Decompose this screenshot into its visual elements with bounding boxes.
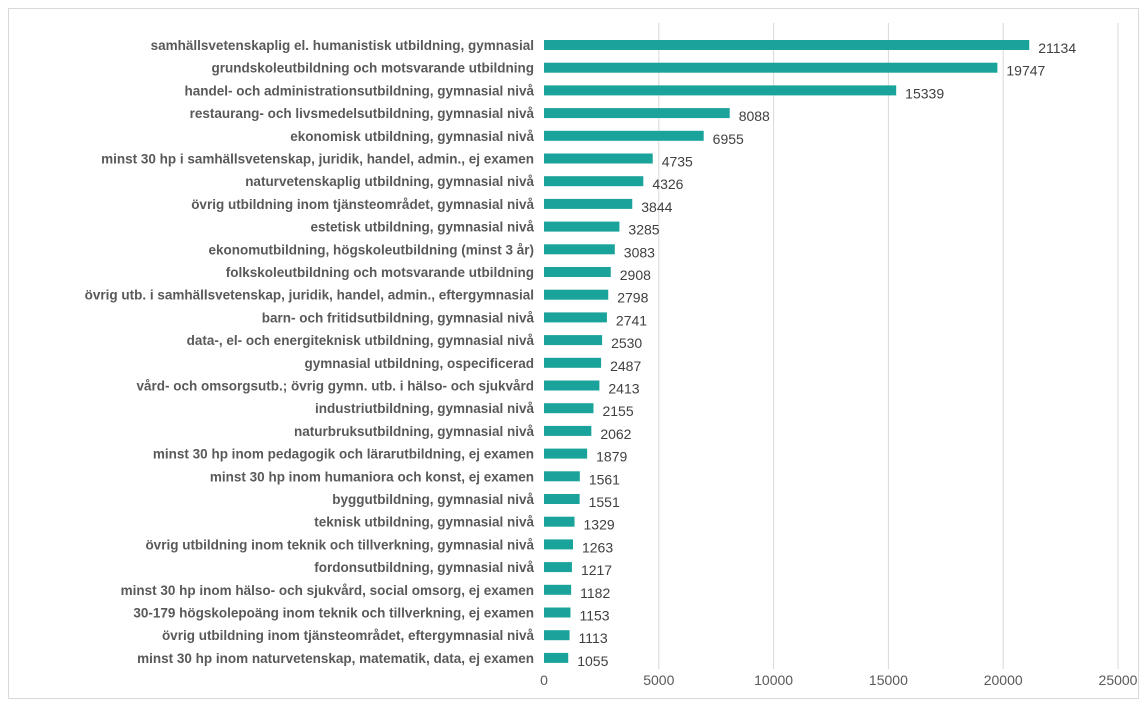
data-label: 8088 <box>739 108 770 124</box>
x-tick-label: 15000 <box>869 672 908 688</box>
category-label: byggutbildning, gymnasial nivå <box>332 492 534 507</box>
data-label: 2741 <box>616 312 647 328</box>
category-label: minst 30 hp inom hälso- och sjukvård, so… <box>121 583 534 598</box>
category-label: teknisk utbildning, gymnasial nivå <box>314 515 534 530</box>
bar <box>544 312 607 323</box>
category-label: data-, el- och energiteknisk utbildning,… <box>187 333 535 348</box>
gridlines <box>658 23 1119 669</box>
bar <box>544 425 592 436</box>
bar <box>544 176 644 187</box>
bar <box>544 448 588 459</box>
category-label: samhällsvetenskaplig el. humanistisk utb… <box>151 38 534 53</box>
data-label: 21134 <box>1038 40 1076 56</box>
x-tick-label: 25000 <box>1099 672 1138 688</box>
x-tick-label: 20000 <box>984 672 1023 688</box>
bar <box>544 244 615 255</box>
category-label: gymnasial utbildning, ospecificerad <box>304 356 534 371</box>
data-label: 3844 <box>641 199 672 215</box>
x-tick-label: 0 <box>540 672 548 688</box>
bar-chart: samhällsvetenskaplig el. humanistisk utb… <box>85 23 1138 688</box>
category-label: vård- och omsorgsutb.; övrig gymn. utb. … <box>136 379 534 394</box>
category-label: handel- och administrationsutbildning, g… <box>184 83 534 98</box>
data-label: 19747 <box>1006 63 1045 79</box>
category-labels: samhällsvetenskaplig el. humanistisk utb… <box>85 38 535 666</box>
bar <box>544 40 1030 50</box>
category-label: övrig utbildning inom tjänsteområdet, ef… <box>162 628 535 643</box>
data-label: 3083 <box>624 244 655 260</box>
bar <box>544 471 580 482</box>
category-label: folkskoleutbildning och motsvarande utbi… <box>226 265 534 280</box>
data-label: 1113 <box>579 630 608 646</box>
data-label: 1217 <box>581 562 612 578</box>
data-label: 4735 <box>662 154 693 170</box>
data-label: 4326 <box>652 176 683 192</box>
bar <box>544 62 998 73</box>
x-tick-label: 5000 <box>643 672 674 688</box>
bar <box>544 130 704 141</box>
bar <box>544 335 603 346</box>
bar <box>544 357 602 368</box>
data-label: 6955 <box>713 131 744 147</box>
data-label: 1263 <box>582 539 613 555</box>
bar <box>544 584 572 595</box>
data-label: 2798 <box>617 290 648 306</box>
value-labels: 21134 19747 15339 8088 6955 4735 4326 3844 3285 3… <box>577 40 1076 669</box>
category-label: övrig utb. i samhällsvetenskap, juridik,… <box>85 288 534 303</box>
category-label: naturbruksutbildning, gymnasial nivå <box>294 424 535 439</box>
category-label: naturvetenskaplig utbildning, gymnasial … <box>245 174 534 189</box>
data-label: 1055 <box>577 653 608 669</box>
category-label: ekonomutbildning, högskoleutbildning (mi… <box>209 242 535 257</box>
x-tick-label: 10000 <box>754 672 793 688</box>
category-label: 30-179 högskolepoäng inom teknik och til… <box>133 606 534 621</box>
bar <box>544 221 620 232</box>
category-label: minst 30 hp inom naturvetenskap, matemat… <box>137 651 534 666</box>
data-label: 2487 <box>610 358 641 374</box>
data-label: 15339 <box>905 85 944 101</box>
bar <box>544 289 609 300</box>
category-label: minst 30 hp i samhällsvetenskap, juridik… <box>101 152 534 167</box>
bar <box>544 562 572 573</box>
bar <box>544 652 569 663</box>
data-label: 3285 <box>628 222 659 238</box>
category-label: övrig utbildning inom teknik och tillver… <box>145 537 534 552</box>
category-label: grundskoleutbildning och motsvarande utb… <box>212 61 535 76</box>
category-label: övrig utbildning inom tjänsteområdet, gy… <box>191 197 534 212</box>
x-axis-ticks: 0 5000 10000 15000 20000 25000 <box>540 672 1138 688</box>
data-label: 1551 <box>589 494 620 510</box>
category-label: minst 30 hp inom humaniora och konst, ej… <box>210 469 534 484</box>
category-label: industriutbildning, gymnasial nivå <box>315 401 535 416</box>
data-label: 1879 <box>596 449 627 465</box>
data-label: 1182 <box>580 585 610 601</box>
bar <box>544 494 580 504</box>
data-label: 2530 <box>611 335 642 351</box>
category-label: minst 30 hp inom pedagogik och lärarutbi… <box>153 447 534 462</box>
bar <box>544 516 575 527</box>
bar <box>544 630 570 641</box>
bar <box>544 267 611 277</box>
chart-frame: samhällsvetenskaplig el. humanistisk utb… <box>8 8 1139 699</box>
bar <box>544 153 653 164</box>
bar <box>544 403 594 414</box>
data-label: 2413 <box>608 381 639 397</box>
bar <box>544 607 571 618</box>
data-label: 1329 <box>584 517 615 533</box>
data-label: 1561 <box>589 471 620 487</box>
data-label: 2062 <box>600 426 631 442</box>
category-label: estetisk utbildning, gymnasial nivå <box>310 220 534 235</box>
bars <box>544 40 1030 663</box>
bar <box>544 85 897 96</box>
category-label: ekonomisk utbildning, gymnasial nivå <box>290 129 534 144</box>
bar <box>544 380 600 391</box>
bar <box>544 198 633 209</box>
category-label: fordonsutbildning, gymnasial nivå <box>314 560 534 575</box>
bar <box>544 108 730 119</box>
data-label: 2155 <box>602 403 633 419</box>
data-label: 1153 <box>579 608 609 624</box>
data-label: 2908 <box>620 267 651 283</box>
bar <box>544 539 573 550</box>
category-label: restaurang- och livsmedelsutbildning, gy… <box>190 106 535 121</box>
category-label: barn- och fritidsutbildning, gymnasial n… <box>262 310 535 325</box>
